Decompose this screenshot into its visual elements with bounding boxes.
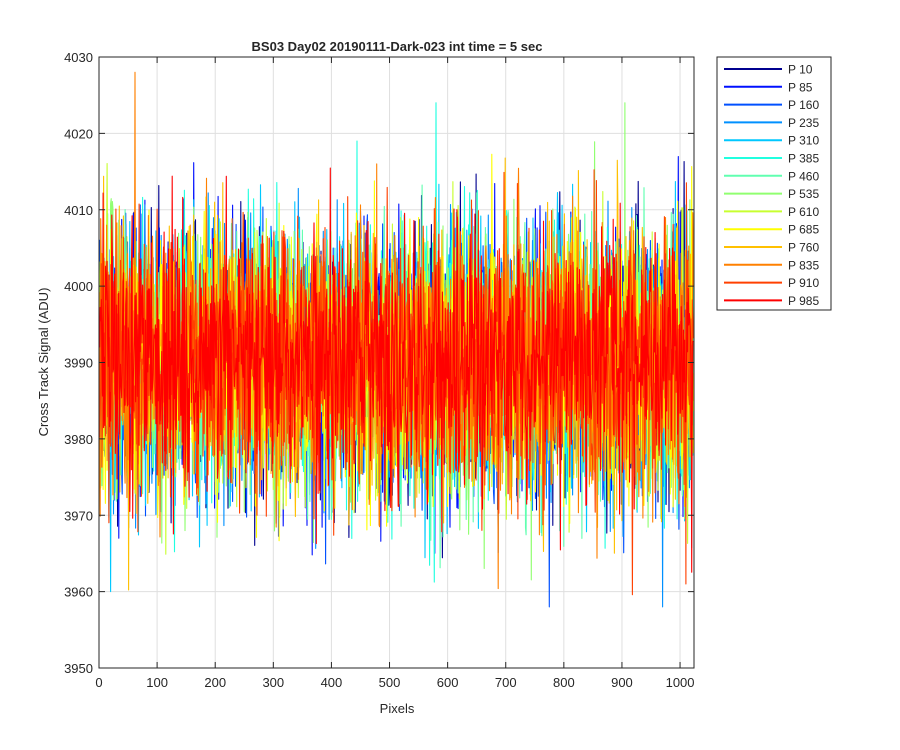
legend-label: P 685: [788, 223, 819, 237]
y-tick-label: 3950: [64, 661, 93, 676]
axis-ticks: 0 100 200 300 400 500 600 700 800 900 1000 3950 3960…: [64, 50, 694, 690]
legend: P 10 P 85 P 160 P 235 P 310 P 385 P 460 P 535 P …: [716, 56, 832, 311]
legend-label: P 10: [788, 63, 813, 77]
x-tick-label: 400: [321, 675, 343, 690]
x-tick-label: 100: [146, 675, 168, 690]
legend-label: P 610: [788, 205, 819, 219]
legend-label: P 535: [788, 187, 819, 201]
x-tick-label: 200: [204, 675, 226, 690]
legend-label: P 460: [788, 169, 819, 183]
x-tick-label: 1000: [666, 675, 695, 690]
legend-label: P 760: [788, 241, 819, 255]
legend-label: P 85: [788, 80, 813, 94]
y-tick-label: 4030: [64, 50, 93, 65]
y-tick-label: 3970: [64, 508, 93, 523]
x-tick-label: 900: [611, 675, 633, 690]
x-tick-label: 600: [437, 675, 459, 690]
x-tick-label: 500: [379, 675, 401, 690]
x-tick-label: 300: [262, 675, 284, 690]
series-lines: [99, 71, 694, 608]
legend-box: [716, 56, 832, 311]
y-tick-label: 3960: [64, 585, 93, 600]
x-axis-label: Pixels: [380, 701, 415, 716]
y-tick-label: 4000: [64, 279, 93, 294]
y-axis-label: Cross Track Signal (ADU): [36, 288, 51, 437]
legend-label: P 235: [788, 116, 819, 130]
y-tick-label: 4020: [64, 126, 93, 141]
x-tick-label: 0: [95, 675, 102, 690]
plot-area: 0 100 200 300 400 500 600 700 800 900 1000 3950 3960…: [64, 50, 694, 690]
x-tick-label: 800: [553, 675, 575, 690]
legend-label: P 385: [788, 152, 819, 166]
legend-label: P 985: [788, 294, 819, 308]
series-line: [99, 167, 694, 573]
y-tick-label: 4010: [64, 203, 93, 218]
y-tick-label: 3990: [64, 356, 93, 371]
legend-label: P 835: [788, 258, 819, 272]
legend-label: P 310: [788, 134, 819, 148]
legend-label: P 910: [788, 276, 819, 290]
y-tick-label: 3980: [64, 432, 93, 447]
x-tick-label: 700: [495, 675, 517, 690]
legend-label: P 160: [788, 98, 819, 112]
chart-title: BS03 Day02 20190111-Dark-023 int time = …: [252, 39, 543, 54]
